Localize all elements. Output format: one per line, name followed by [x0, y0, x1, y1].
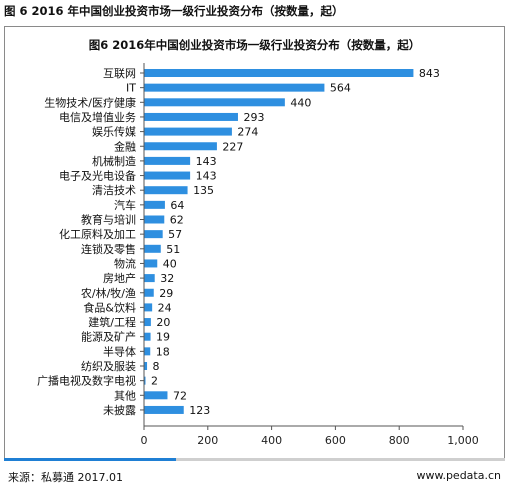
chart-frame: 图6 2016年中国创业投资市场一级行业投资分布（按数量，起） 0 200 400 6…	[4, 26, 505, 460]
bar-value-label: 32	[160, 272, 174, 285]
category-label: 清洁技术	[92, 184, 136, 197]
category-label: 半导体	[103, 344, 136, 358]
bar-value-label: 51	[166, 243, 180, 256]
category-label: 食品&饮料	[83, 300, 136, 314]
bar	[144, 83, 325, 92]
footer-divider	[4, 458, 505, 461]
bar-value-label: 143	[196, 170, 217, 183]
category-label: 电子及光电设备	[59, 169, 136, 183]
chart-title: 图6 2016年中国创业投资市场一级行业投资分布（按数量，起）	[88, 38, 421, 52]
x-tick-label: 200	[197, 434, 218, 447]
category-label: IT	[126, 82, 136, 95]
bar	[144, 156, 191, 165]
bar	[144, 98, 285, 107]
bar-value-label: 18	[156, 345, 170, 358]
bar	[144, 215, 165, 224]
bar-value-label: 40	[163, 257, 177, 270]
bar	[144, 376, 146, 385]
bar-value-label: 293	[243, 111, 264, 124]
bar-value-label: 123	[189, 404, 210, 417]
bar-value-label: 2	[151, 375, 158, 388]
category-label: 互联网	[103, 67, 136, 80]
bar-value-label: 62	[170, 214, 184, 227]
category-label: 连锁及零售	[81, 242, 136, 256]
category-label: 建筑/工程	[88, 315, 136, 329]
bar-value-label: 57	[168, 228, 182, 241]
x-tick-label: 400	[261, 434, 282, 447]
website-link[interactable]: www.pedata.cn	[416, 469, 501, 482]
bar	[144, 274, 155, 283]
bar-value-label: 20	[156, 316, 170, 329]
bar	[144, 69, 414, 77]
category-label: 未披露	[103, 403, 136, 417]
category-label: 广播电视及数字电视	[37, 374, 136, 388]
bar-chart: 0 200 400 600 800 1,000 互联网 843 IT 564 生物技术/医疗健康 44…	[37, 63, 479, 447]
bar	[144, 127, 232, 136]
bar	[144, 405, 184, 414]
category-label: 汽车	[114, 198, 136, 212]
category-label: 纺织及服装	[81, 359, 136, 373]
footer-divider-accent	[4, 458, 176, 461]
source-note: 来源：私募通 2017.01	[8, 471, 123, 484]
bar-value-label: 564	[330, 82, 351, 95]
bar	[144, 347, 151, 356]
category-label: 电信及增值业务	[59, 110, 136, 124]
category-label: 物流	[114, 256, 136, 270]
figure-caption: 图 6 2016 年中国创业投资市场一级行业投资分布（按数量，起）	[4, 4, 344, 18]
bar-value-label: 29	[159, 287, 173, 300]
bar	[144, 391, 168, 400]
bar-value-label: 227	[222, 140, 243, 153]
category-label: 教育与培训	[81, 213, 136, 227]
category-label: 娱乐传媒	[92, 125, 136, 139]
category-label: 化工原料及加工	[59, 227, 136, 241]
bar	[144, 112, 238, 121]
bar	[144, 288, 154, 297]
bar-value-label: 64	[170, 199, 184, 212]
bar-value-label: 24	[158, 301, 172, 314]
category-label: 生物技术/医疗健康	[44, 95, 136, 109]
bar	[144, 332, 151, 341]
bar	[144, 362, 148, 370]
bar-value-label: 440	[290, 96, 311, 109]
bar-value-label: 19	[156, 331, 170, 344]
category-label: 机械制造	[92, 154, 136, 168]
bar-value-label: 72	[173, 389, 187, 402]
x-tick-label: 600	[325, 434, 346, 447]
category-label: 其他	[114, 389, 136, 402]
bar	[144, 186, 188, 195]
bar	[144, 230, 163, 239]
bar-value-label: 143	[196, 155, 217, 168]
bar	[144, 318, 151, 327]
bar	[144, 303, 153, 312]
bar	[144, 200, 165, 209]
x-tick-label: 1,000	[447, 434, 479, 447]
bar-value-label: 274	[237, 126, 258, 139]
bar	[144, 244, 161, 253]
category-label: 能源及矿产	[81, 330, 136, 344]
category-label: 农/林/牧/渔	[81, 286, 136, 300]
bar-value-label: 8	[153, 360, 160, 373]
x-tick-label: 800	[389, 434, 410, 447]
bar	[144, 171, 191, 180]
bar	[144, 142, 217, 151]
x-tick-label: 0	[141, 434, 148, 447]
category-label: 房地产	[103, 271, 136, 285]
bar	[144, 259, 158, 268]
category-label: 金融	[114, 139, 136, 153]
bar-value-label: 135	[193, 184, 214, 197]
bar-value-label: 843	[419, 67, 440, 80]
